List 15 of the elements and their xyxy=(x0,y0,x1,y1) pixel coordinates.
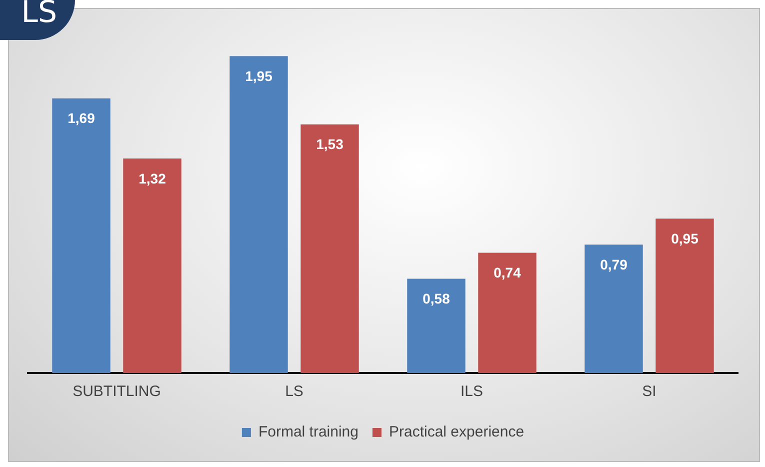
data-label: 0,74 xyxy=(494,264,522,281)
chart-title: LS xyxy=(0,0,75,40)
data-label: 1,69 xyxy=(68,110,96,126)
data-label: 0,58 xyxy=(422,290,450,307)
x-tick-label: ILS xyxy=(460,383,484,400)
data-label: 1,53 xyxy=(316,136,344,152)
x-tick-label: SI xyxy=(642,383,656,400)
x-tick-label: SUBTITLING xyxy=(72,383,161,400)
x-tick-label: LS xyxy=(285,383,304,400)
legend-label: Formal training xyxy=(258,424,358,441)
data-label: 0,79 xyxy=(600,256,628,272)
data-label: 1,32 xyxy=(138,170,166,186)
data-label: 0,95 xyxy=(671,230,699,246)
legend-label: Practical experience xyxy=(388,424,524,441)
data-label: 1,95 xyxy=(245,68,273,84)
